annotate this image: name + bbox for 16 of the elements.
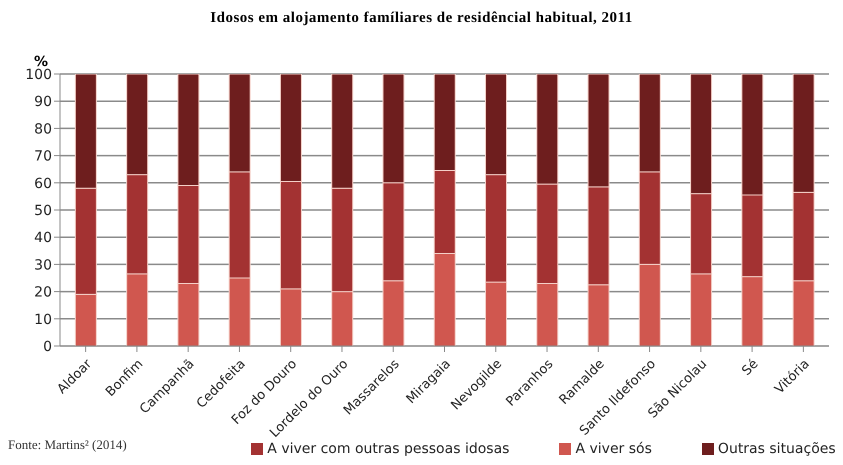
legend-label: A viver sós [575, 441, 652, 457]
x-tick-label: Sé [739, 356, 762, 379]
y-tick-label: 60 [34, 176, 52, 192]
y-tick-label: 70 [34, 148, 52, 165]
source-note: Fonte: Martins² (2014) [8, 437, 127, 453]
y-tick-label: 10 [34, 312, 52, 328]
y-tick-label: 40 [34, 230, 52, 246]
y-tick-label: 80 [34, 121, 52, 138]
y-tick-label: 0 [43, 338, 52, 355]
y-tick-label: 30 [34, 257, 52, 274]
legend-label: Outras situações [718, 441, 836, 457]
y-tick-label: 50 [34, 202, 52, 219]
legend-label: A viver com outras pessoas idosas [267, 441, 510, 457]
y-tick-label: 90 [34, 94, 52, 110]
chart-title: Idosos em alojamento famíliares de residêncial habitual, 2011 [209, 10, 634, 27]
y-tick-label: 20 [34, 284, 52, 301]
